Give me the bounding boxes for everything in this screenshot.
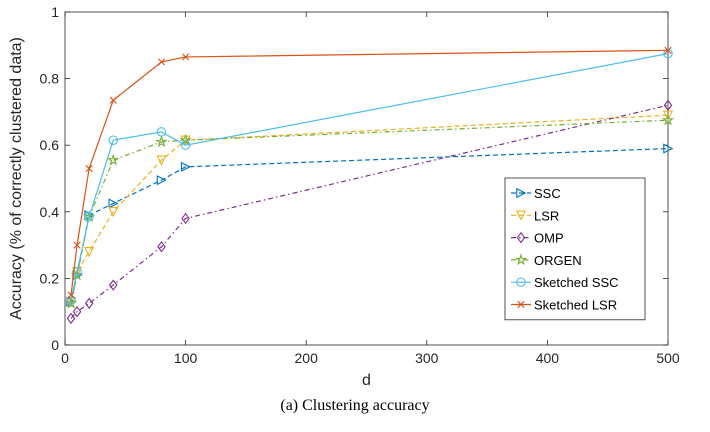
data-point xyxy=(66,295,76,305)
data-point xyxy=(664,46,672,54)
data-point xyxy=(84,212,94,222)
legend-label: Sketched SSC xyxy=(534,275,619,290)
data-point xyxy=(663,48,673,59)
data-point xyxy=(156,175,167,186)
data-point xyxy=(181,212,190,225)
data-point xyxy=(72,266,82,277)
legend-item: Sketched SSC xyxy=(511,275,619,290)
series-omp xyxy=(66,99,673,325)
legend-marker xyxy=(514,253,528,266)
data-point xyxy=(108,279,118,291)
x-tick-label: 0 xyxy=(61,350,69,366)
y-tick-label: 0.2 xyxy=(40,270,60,286)
data-point xyxy=(182,53,190,61)
x-axis-label: d xyxy=(362,372,371,389)
series-line xyxy=(70,104,669,319)
legend-box xyxy=(504,177,646,321)
y-axis-label: Accuracy (% of correctly clustered data) xyxy=(8,37,25,320)
x-tick-label: 200 xyxy=(295,350,319,366)
x-tick-label: 300 xyxy=(415,350,439,366)
legend-item: LSR xyxy=(511,208,559,223)
legend-marker xyxy=(516,187,527,199)
data-point xyxy=(155,135,168,148)
plot-area: 0 100 200 300 400 500 0 0.2 0.4 0.6 0.8 1 d Accuracy … xyxy=(8,4,680,389)
legend-marker xyxy=(516,277,526,287)
y-tick-label: 0.4 xyxy=(40,204,60,220)
data-point xyxy=(156,155,167,166)
data-point xyxy=(84,247,95,258)
data-point xyxy=(663,99,673,111)
data-point xyxy=(179,133,192,146)
data-point xyxy=(66,312,76,325)
figure-caption: (a) Clustering accuracy xyxy=(280,397,429,414)
y-tick-label: 1 xyxy=(51,4,59,20)
data-point xyxy=(85,164,93,173)
data-point xyxy=(157,241,166,253)
series-line xyxy=(70,53,669,301)
y-tick-label: 0.6 xyxy=(40,137,60,153)
legend: SSC LSR OMP ORGEN Sketched SSC Sketched LSR xyxy=(504,177,646,321)
legend-item: Sketched LSR xyxy=(511,298,617,313)
x-tick-label: 100 xyxy=(174,350,198,366)
series-sketched-ssc xyxy=(66,48,673,305)
data-point xyxy=(663,143,674,154)
data-point xyxy=(662,110,674,121)
y-tick-label: 0 xyxy=(51,337,59,353)
legend-marker xyxy=(517,300,525,309)
data-point xyxy=(84,297,94,310)
legend-marker xyxy=(515,210,527,221)
legend-label: Sketched LSR xyxy=(534,298,617,313)
data-point xyxy=(67,291,75,299)
data-point xyxy=(661,113,675,126)
legend-label: OMP xyxy=(534,231,564,246)
legend-label: ORGEN xyxy=(534,253,582,268)
data-point xyxy=(73,241,81,249)
legend-label: SSC xyxy=(534,186,561,201)
legend-marker xyxy=(516,231,526,244)
data-point xyxy=(107,153,120,166)
data-point xyxy=(108,207,119,218)
legend-label: LSR xyxy=(534,208,559,223)
legend-item: ORGEN xyxy=(511,253,582,268)
data-point xyxy=(180,161,192,172)
data-point xyxy=(109,96,117,104)
data-point xyxy=(108,198,119,209)
data-point xyxy=(157,58,166,66)
x-tick-label: 400 xyxy=(536,350,560,366)
data-point xyxy=(180,140,191,150)
y-tick-label: 0.8 xyxy=(40,71,60,87)
series-line xyxy=(70,119,669,304)
data-point xyxy=(72,305,82,318)
legend-item: SSC xyxy=(511,186,561,201)
data-point xyxy=(108,135,118,145)
series-sketched-lsr xyxy=(67,46,672,299)
legend-item: OMP xyxy=(511,231,564,246)
x-tick-label: 500 xyxy=(656,350,680,366)
data-point xyxy=(156,127,167,137)
